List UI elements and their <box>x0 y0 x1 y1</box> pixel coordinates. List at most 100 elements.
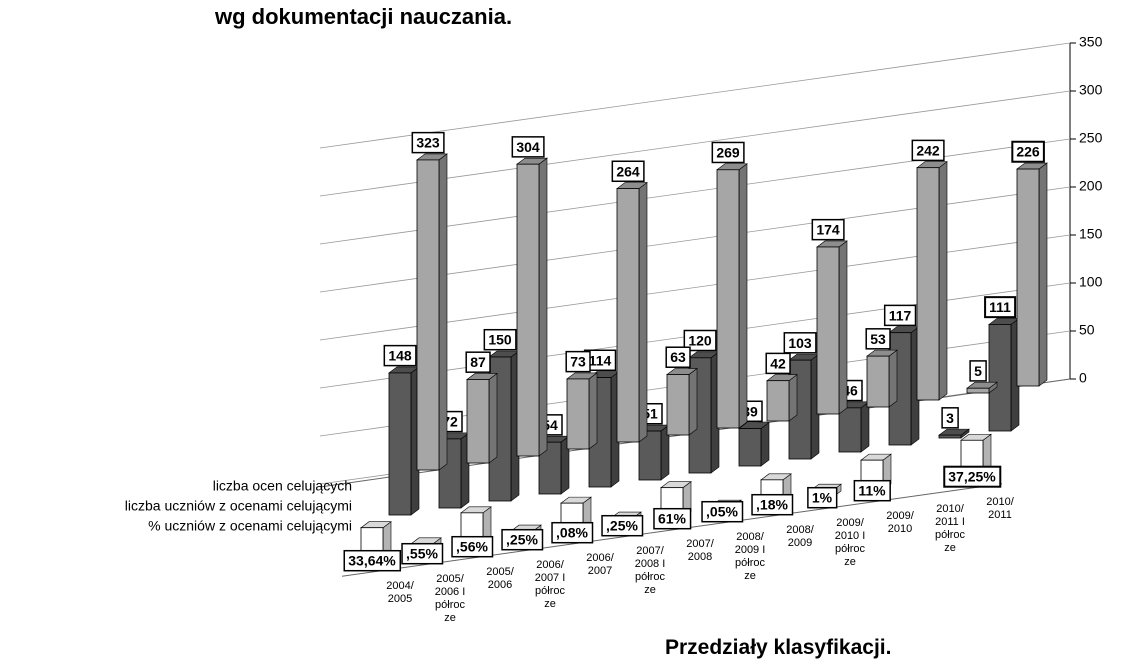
value-label: ,08% <box>556 525 588 541</box>
value-label-box <box>883 304 917 327</box>
bar <box>916 167 940 401</box>
y-tick-label: 100 <box>1079 274 1103 290</box>
bar-side <box>760 421 770 467</box>
x-tick-label: 2007/ 2008 <box>686 538 714 563</box>
value-label-box <box>601 514 644 537</box>
bar <box>516 163 540 457</box>
x-axis-title: Przedziały klasyfikacji. <box>665 636 892 659</box>
value-label-box <box>383 344 417 367</box>
value-label-box <box>969 360 987 382</box>
value-label: 114 <box>589 352 612 368</box>
bar <box>866 355 890 408</box>
chart-title: wg dokumentacji nauczania. <box>215 4 513 29</box>
x-tick-label: 2007/ 2008 I półroc ze <box>634 545 666 596</box>
value-label-box <box>865 328 891 350</box>
bar-side <box>438 153 448 471</box>
bar <box>388 372 412 516</box>
value-label: 150 <box>488 332 512 348</box>
value-label-box <box>611 160 645 183</box>
x-tick-label: 2006/ 2007 <box>586 552 614 577</box>
value-label: 33,64% <box>348 553 396 569</box>
x-tick-label: 2005/ 2006 I półroc ze <box>434 573 466 624</box>
bar-side <box>588 372 598 450</box>
bar-side <box>860 401 870 453</box>
value-label-box <box>941 407 959 429</box>
floor-edge <box>341 483 1003 577</box>
bar-side <box>638 181 648 443</box>
x-tick-label: 2009/ 2010 I półroc ze <box>834 517 866 568</box>
value-label-box <box>701 500 744 523</box>
bar <box>466 379 490 464</box>
value-label-box <box>551 521 594 544</box>
legend-label: liczba ocen celujących <box>213 478 352 494</box>
legend-label: % uczniów z ocenami celującymi <box>148 518 352 534</box>
value-label: 269 <box>716 144 740 160</box>
value-label-box <box>984 296 1017 319</box>
value-label: 63 <box>670 349 686 365</box>
value-label: ,25% <box>506 532 538 548</box>
bar <box>416 159 440 471</box>
value-label: 42 <box>770 355 786 371</box>
y-tick-label: 300 <box>1079 82 1103 98</box>
bar-side <box>538 157 548 457</box>
value-label-box <box>943 465 1002 488</box>
value-label: 264 <box>616 163 640 179</box>
value-label: 148 <box>388 348 412 364</box>
grid-line <box>319 42 1071 149</box>
value-label-box <box>451 535 494 558</box>
value-label-box <box>853 479 891 502</box>
value-label: 304 <box>516 139 540 155</box>
y-tick-label: 200 <box>1079 178 1103 194</box>
value-label: 242 <box>916 142 940 158</box>
value-label: 120 <box>688 333 712 349</box>
bar <box>938 434 962 439</box>
value-label: 226 <box>1016 144 1040 160</box>
x-tick-label: 2008/ 2009 I półroc ze <box>734 531 766 582</box>
value-label: 73 <box>570 354 586 370</box>
bar <box>816 246 840 415</box>
value-label-box <box>511 136 545 158</box>
bar-side <box>688 367 698 436</box>
value-label-box <box>343 549 402 572</box>
bar-side <box>488 372 498 464</box>
value-label-box <box>565 350 591 373</box>
value-label-box <box>411 131 445 154</box>
value-label: 117 <box>889 307 912 323</box>
value-label-box <box>483 328 517 351</box>
value-label-box <box>711 141 745 164</box>
value-label: ,25% <box>606 518 638 534</box>
bar <box>738 428 762 467</box>
value-label: ,56% <box>456 539 488 555</box>
bar <box>966 387 990 394</box>
x-tick-label: 2010/ 2011 <box>986 496 1014 521</box>
value-label: 103 <box>788 335 812 351</box>
value-label-box <box>683 329 717 352</box>
value-label: ,55% <box>406 546 438 562</box>
value-label: 53 <box>870 331 886 347</box>
value-label-box <box>501 528 544 551</box>
value-label: 37,25% <box>948 469 996 485</box>
value-label: ,05% <box>706 504 738 520</box>
value-label-box <box>665 346 691 368</box>
value-label-box <box>653 507 692 530</box>
value-label: 174 <box>816 222 840 238</box>
bar-side <box>738 163 748 429</box>
value-label: 5 <box>974 363 982 379</box>
value-label-box <box>911 139 945 162</box>
y-tick-label: 150 <box>1079 226 1103 242</box>
bar-side <box>938 161 948 401</box>
value-label: ,18% <box>756 497 788 513</box>
legend-label: liczba uczniów z ocenami celującymi <box>125 498 352 514</box>
x-tick-label: 2006/ 2007 I półroc ze <box>534 559 566 610</box>
value-label-box <box>1011 140 1045 163</box>
value-label-box <box>811 218 845 241</box>
bar <box>616 188 640 443</box>
value-label: 87 <box>470 354 486 370</box>
bar <box>838 407 862 453</box>
x-tick-label: 2008/ 2009 <box>786 524 814 549</box>
y-tick-label: 250 <box>1079 130 1103 146</box>
bar <box>716 169 740 429</box>
x-tick-label: 2010/ 2011 I półroc ze <box>935 503 965 554</box>
